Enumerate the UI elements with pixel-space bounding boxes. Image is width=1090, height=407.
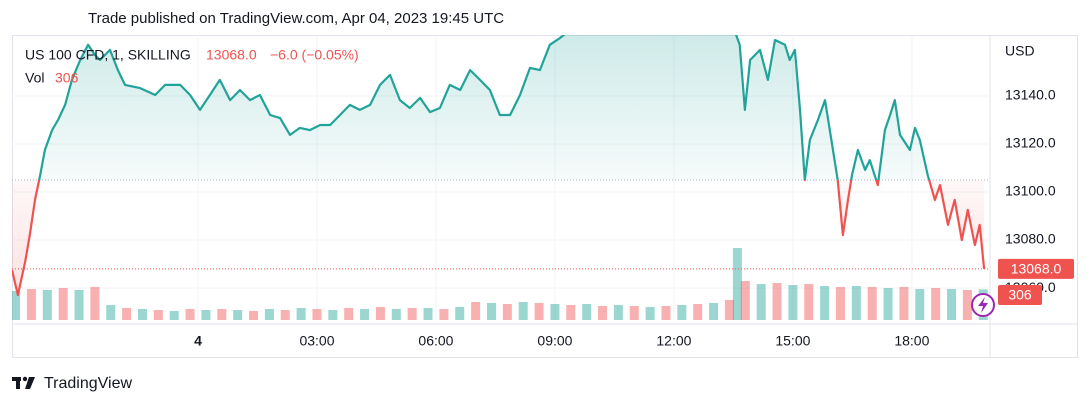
volume-bar [486, 303, 496, 320]
volume-legend-value: 306 [55, 70, 79, 86]
volume-bar [280, 310, 290, 320]
volume-value-box [998, 285, 1042, 305]
volume-bar [74, 290, 84, 320]
volume-bar [550, 304, 560, 320]
volume-bar [153, 310, 163, 320]
volume-bar [391, 309, 401, 320]
volume-bar [772, 283, 782, 320]
volume-bar [12, 291, 21, 320]
volume-bar [233, 310, 243, 320]
volume-bar [407, 308, 417, 320]
volume-bar [42, 290, 52, 320]
volume-value-label: 306 [1008, 287, 1032, 303]
volume-bar [217, 309, 227, 320]
volume-bar [566, 305, 576, 320]
area-fill [12, 35, 985, 295]
volume-bar [709, 303, 719, 320]
chart-title: Trade published on TradingView.com, Apr … [88, 10, 504, 27]
x-tick-label: 4 [194, 333, 202, 349]
volume-bar [613, 305, 623, 320]
volume-bar [58, 288, 68, 320]
volume-bar [249, 311, 259, 320]
volume-legend: Vol [25, 70, 44, 86]
volume-bar [740, 281, 750, 320]
volume-bar [423, 308, 433, 320]
brand: TradingView [44, 375, 132, 392]
volume-bar [328, 310, 338, 320]
y-tick-label: 13140.0 [1005, 87, 1056, 103]
volume-bar [867, 287, 877, 320]
x-tick-label: 12:00 [656, 333, 691, 349]
volume-bar [582, 304, 592, 320]
volume-bar [122, 308, 132, 320]
volume-bar [312, 309, 322, 320]
scale-labels: 13068.0 306 [998, 258, 1074, 305]
volume-bar [645, 307, 655, 320]
volume-bar [137, 309, 147, 320]
last-price-box [998, 258, 1074, 279]
volume-bar [677, 305, 687, 320]
volume-bar [915, 289, 925, 320]
volume-bar [518, 302, 528, 320]
volume-bar [732, 248, 742, 320]
volume-bar [883, 288, 893, 320]
volume-pane [12, 248, 988, 320]
currency: USD [1005, 43, 1035, 59]
volume-bar [756, 284, 766, 320]
logo [12, 376, 35, 389]
volume-bar [835, 287, 845, 320]
header-price: 13068.0 [206, 47, 257, 63]
x-tick-label: 03:00 [299, 333, 334, 349]
header-change: −6.0 (−0.05%) [270, 47, 359, 63]
x-tick-label: 18:00 [894, 333, 929, 349]
volume-bar [264, 309, 274, 320]
volume-bar [931, 288, 941, 320]
volume-bar [90, 287, 100, 320]
last-price-label: 13068.0 [1011, 261, 1062, 277]
volume-bar [598, 306, 608, 320]
volume-bar [455, 307, 465, 320]
volume-bar [661, 306, 671, 320]
volume-bar [471, 302, 481, 320]
volume-bar [962, 290, 972, 320]
axes: 13060.013080.013100.013120.013140.0403:0… [194, 87, 1056, 349]
volume-bar [26, 289, 36, 320]
x-tick-label: 09:00 [537, 333, 572, 349]
volume-bar [106, 305, 116, 320]
y-tick-label: 13120.0 [1005, 135, 1056, 151]
volume-bar [296, 308, 306, 320]
volume-bar [947, 289, 957, 320]
volume-bar [169, 311, 179, 320]
volume-bar [724, 300, 734, 320]
volume-bar [201, 310, 211, 320]
volume-bar [804, 284, 814, 320]
x-tick-label: 06:00 [418, 333, 453, 349]
volume-bar [375, 307, 385, 320]
volume-bar [344, 308, 354, 320]
volume-bar [185, 309, 195, 320]
price-pane [12, 35, 990, 297]
volume-bar [693, 304, 703, 320]
price-line [12, 35, 986, 297]
volume-bar [851, 286, 861, 320]
x-tick-label: 15:00 [775, 333, 810, 349]
lightning-icon [971, 293, 995, 317]
volume-bar [899, 287, 909, 320]
volume-bar [502, 304, 512, 320]
volume-bar [629, 306, 639, 320]
volume-bar [820, 286, 830, 320]
y-tick-label: 13080.0 [1005, 231, 1056, 247]
volume-bar [788, 285, 798, 320]
volume-bar [360, 309, 370, 320]
symbol: US 100 CFD, 1, SKILLING [25, 47, 191, 63]
volume-bar [439, 309, 449, 320]
y-tick-label: 13100.0 [1005, 183, 1056, 199]
volume-bar [534, 303, 544, 320]
